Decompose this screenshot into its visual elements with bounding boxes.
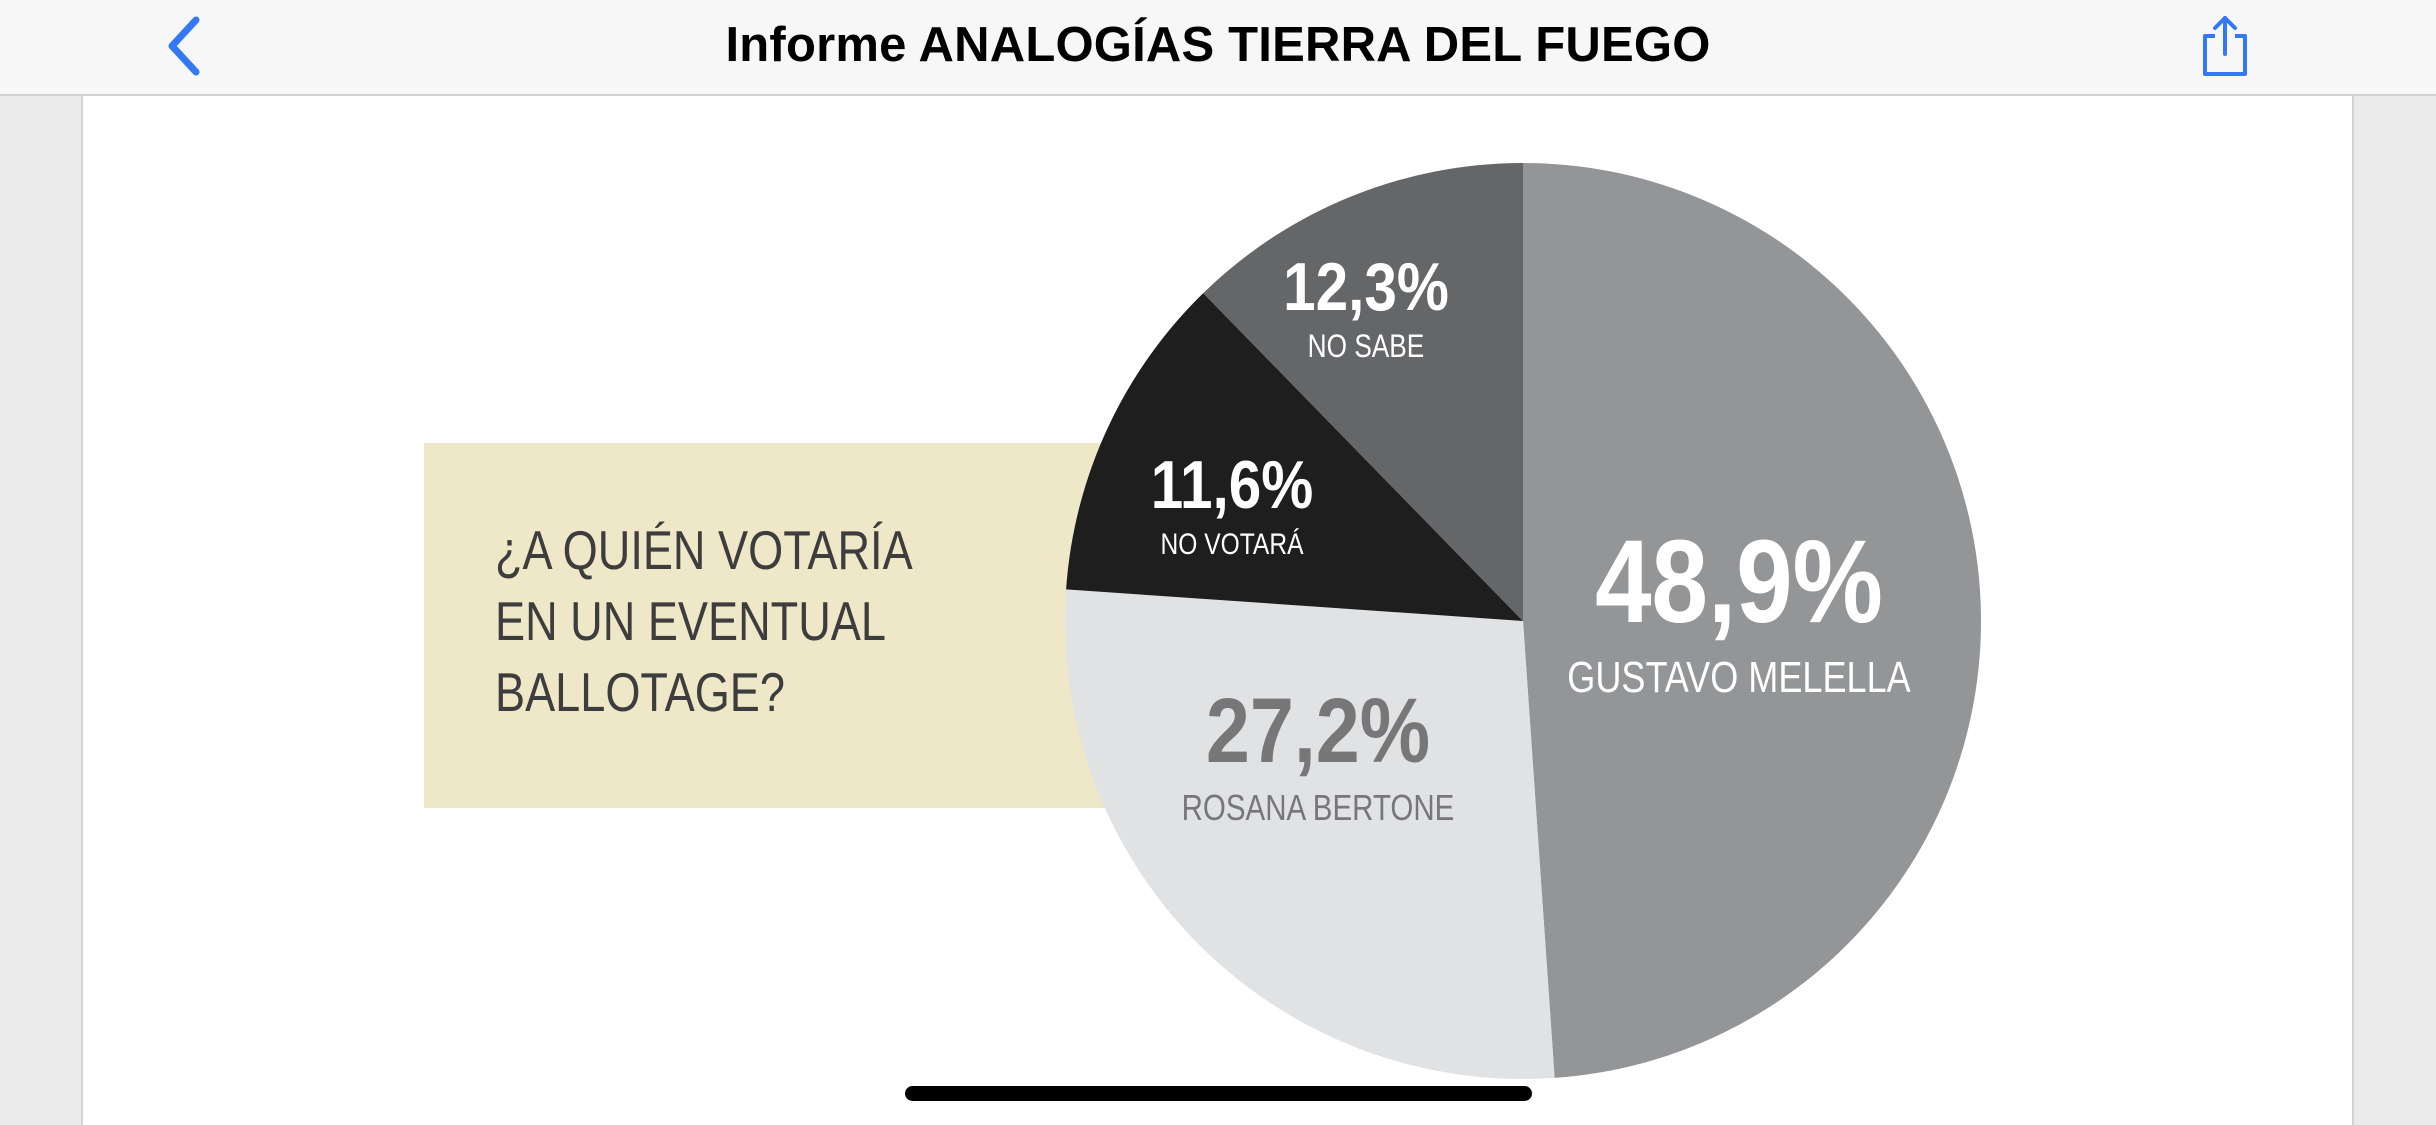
share-icon [2203, 16, 2247, 76]
back-button[interactable] [160, 16, 210, 76]
right-margin [2352, 96, 2436, 1125]
data-label-name-no-votar-: NO VOTARÁ [1160, 527, 1304, 561]
left-margin [0, 96, 83, 1125]
data-label-value-rosana-bertone: 27,2% [1206, 679, 1430, 782]
pie-slice-no-votar- [1066, 293, 1523, 621]
navigation-bar: Informe ANALOGÍAS TIERRA DEL FUEGO [0, 0, 2436, 96]
page-title: Informe ANALOGÍAS TIERRA DEL FUEGO [725, 18, 1711, 72]
data-label-value-gustavo-melella: 48,9% [1595, 516, 1883, 648]
pie-slice-rosana-bertone [1065, 589, 1555, 1079]
data-label-value-no-votar-: 11,6% [1151, 448, 1314, 523]
data-label-value-no-sabe: 12,3% [1283, 250, 1449, 325]
pie-slice-no-sabe [1203, 163, 1523, 621]
data-label-name-gustavo-melella: GUSTAVO MELELLA [1567, 653, 1911, 702]
chart-title: ¿A QUIÉN VOTARÍA EN UN EVENTUAL BALLOTAG… [495, 519, 913, 723]
share-button[interactable] [2200, 14, 2250, 78]
data-label-name-no-sabe: NO SABE [1308, 330, 1425, 365]
chevron-left-icon [168, 16, 200, 76]
home-indicator[interactable] [905, 1086, 1532, 1101]
pie-slice-gustavo-melella [1523, 163, 1982, 1078]
question-box [424, 443, 1124, 808]
data-label-name-rosana-bertone: ROSANA BERTONE [1182, 787, 1455, 827]
